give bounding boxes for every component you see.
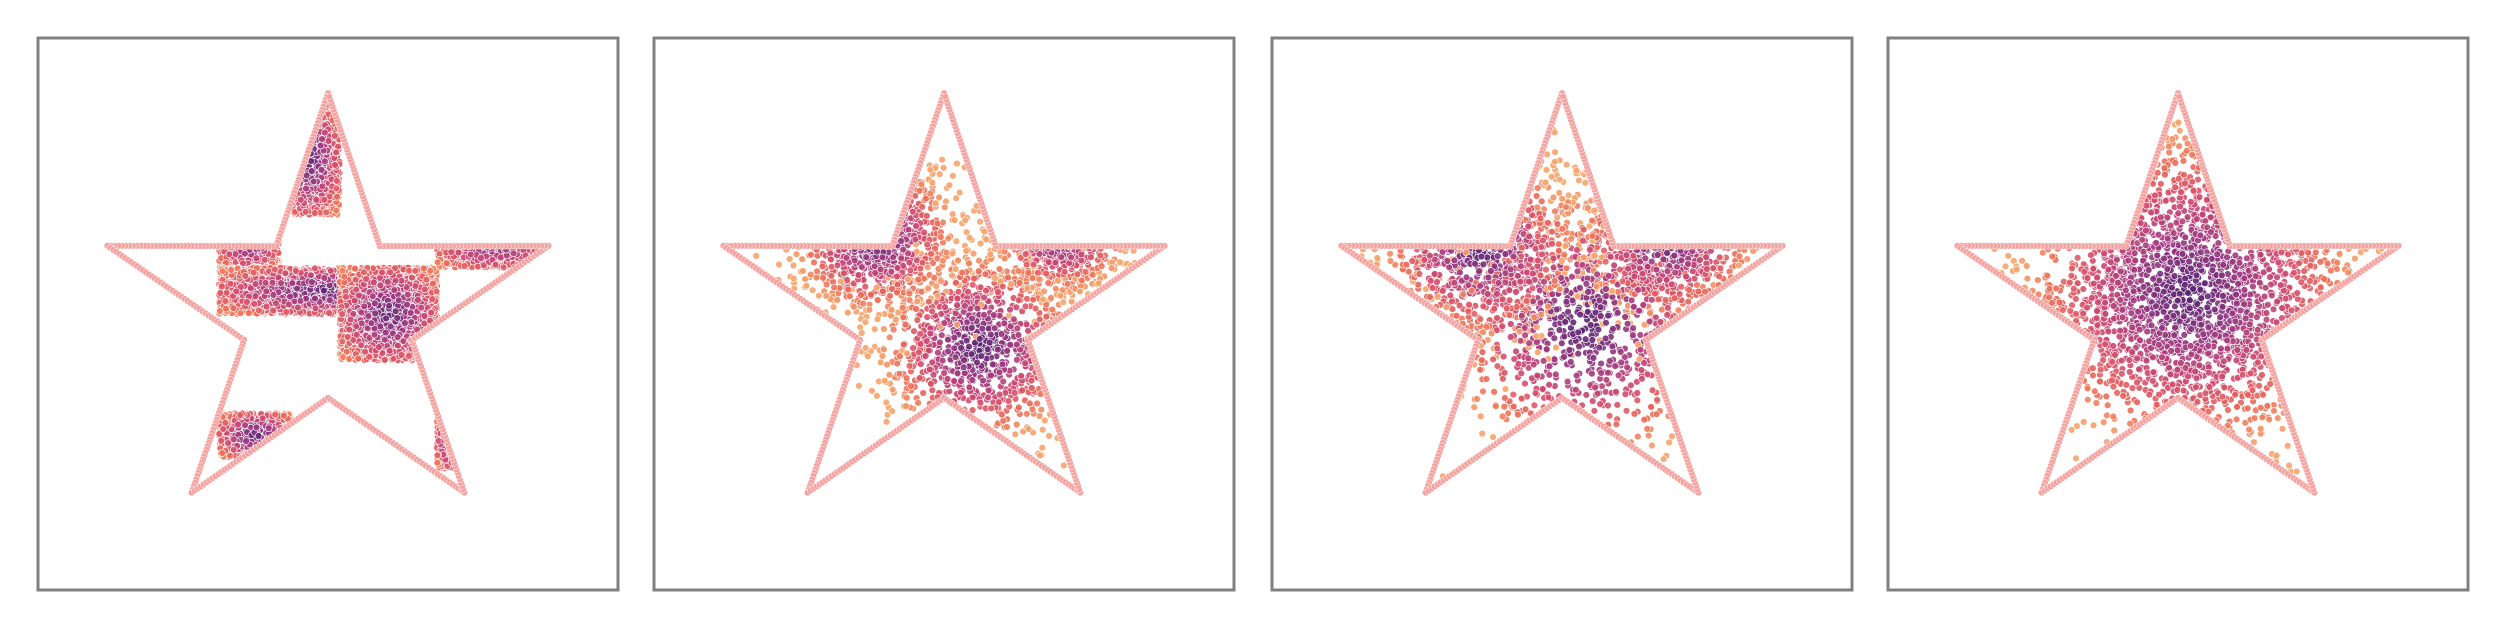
particle-point [499,263,508,272]
particle-point [467,250,475,259]
particle-point [231,250,240,258]
panel-checkerboard [36,36,620,592]
particle-point [297,196,305,204]
particle-point [222,289,231,297]
particle-point [316,141,325,150]
particle-point [324,137,333,145]
particle-point [331,132,339,140]
particle-point [241,272,250,280]
particle-point [272,299,280,307]
particle-point [331,161,339,169]
particle-point [325,309,333,317]
particle-point [243,298,251,306]
particle-point [320,196,328,204]
particle-point [282,308,290,316]
particle-point [251,280,260,288]
particle-point [277,279,285,287]
particle-point [269,291,278,299]
particle-point [293,284,301,293]
particle-point [261,279,270,287]
particle-point [442,259,451,267]
particle-point [332,206,341,215]
particle-point [226,280,235,288]
particle-point [288,279,296,287]
particle-point [311,209,319,217]
particle-point [460,262,469,270]
particle-point [320,286,328,295]
particle-point [286,292,294,301]
particle-point [255,306,263,315]
particle-point [245,309,253,317]
particle-point [312,196,321,204]
particle-point [294,303,302,312]
particle-point [491,261,500,269]
particle-point [271,265,279,274]
particle-point [229,304,238,312]
particle-point [218,267,227,275]
particle-point [447,248,455,256]
particle-point [310,177,318,186]
particle-point [292,267,300,275]
particle-point [252,254,261,262]
particle-point [227,266,235,274]
particle-point [216,289,225,297]
particle-point [261,256,269,264]
particle-point [236,309,245,317]
particle-point [285,300,293,309]
particle-point [311,264,319,273]
particle-point [322,208,330,217]
particle-point [225,250,234,259]
particle-point [281,269,289,277]
particle-point [318,182,327,191]
particle-point [262,302,271,311]
particle-point [321,128,329,137]
particle-point [308,278,316,286]
particle-point [302,208,310,216]
particle-point [434,258,442,266]
particle-point [307,271,315,279]
particle-point [216,307,224,315]
particle-point [321,157,329,166]
particle-point [296,297,305,305]
particle-point [477,254,485,262]
particle-point [311,294,319,303]
particle-point [241,250,249,258]
particle-point [327,267,335,275]
particle-point [318,135,326,143]
particle-point [250,300,258,308]
particle-point [326,296,334,304]
particle-point [333,177,341,185]
particle-point [454,248,463,257]
particle-point [332,184,341,193]
particle-point [268,279,277,287]
particle-point [222,305,230,313]
particle-point [320,274,328,282]
particle-point [249,268,258,277]
particle-point [262,287,270,295]
particle-point [302,184,310,193]
particle-point [232,287,241,296]
particle-point [251,292,260,300]
particle-point [221,297,230,305]
particle-point [509,249,518,258]
particle-point [311,304,320,313]
particle-point [218,282,226,291]
particle-point [332,148,340,157]
particle-point [317,166,326,174]
